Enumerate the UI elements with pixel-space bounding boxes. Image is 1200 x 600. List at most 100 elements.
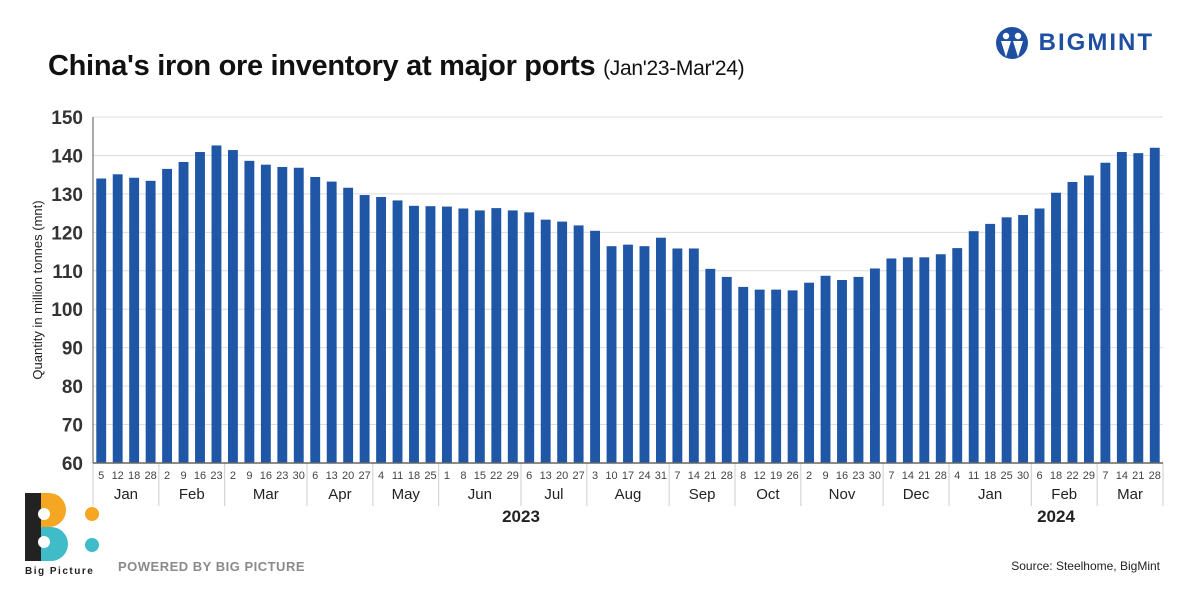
x-tick-label: 17	[622, 470, 634, 482]
bar	[557, 221, 568, 463]
x-tick-label: 12	[754, 470, 766, 482]
x-tick-label: 7	[674, 470, 680, 482]
x-tick-label: 6	[1036, 470, 1042, 482]
bar	[359, 195, 370, 463]
month-label: Mar	[253, 486, 279, 503]
x-tick-label: 30	[293, 470, 305, 482]
big-picture-logo-text: Big Picture	[25, 566, 95, 577]
y-tick-label: 100	[51, 300, 83, 321]
bar	[688, 248, 699, 463]
x-tick-label: 30	[1017, 470, 1029, 482]
bigmint-icon	[995, 27, 1028, 59]
bar	[935, 254, 946, 463]
x-tick-label: 1	[444, 470, 450, 482]
year-label: 2024	[1037, 507, 1075, 526]
month-label: Jun	[468, 486, 492, 503]
x-tick-label: 14	[688, 470, 700, 482]
x-tick-label: 18	[984, 470, 996, 482]
month-label: Feb	[179, 486, 205, 503]
bar	[902, 257, 913, 463]
x-tick-label: 25	[1000, 470, 1012, 482]
x-tick-label: 14	[1116, 470, 1128, 482]
bar	[771, 289, 782, 463]
y-tick-label: 110	[52, 262, 83, 283]
y-tick-label: 140	[51, 146, 83, 167]
x-tick-label: 28	[935, 470, 947, 482]
x-tick-label: 26	[786, 470, 798, 482]
x-tick-label: 9	[180, 470, 186, 482]
month-label: Jan	[978, 486, 1002, 503]
x-tick-label: 11	[392, 470, 403, 482]
x-tick-label: 4	[378, 470, 384, 482]
bigmint-logo: BIGMINT	[993, 26, 1154, 60]
bar	[968, 231, 979, 463]
x-tick-label: 22	[490, 470, 502, 482]
bar	[787, 290, 798, 463]
x-tick-label: 27	[572, 470, 584, 482]
bar	[952, 248, 963, 463]
bar	[310, 176, 321, 463]
x-tick-label: 2	[806, 470, 812, 482]
x-tick-label: 4	[954, 470, 960, 482]
bar	[655, 237, 666, 463]
bar	[277, 166, 288, 463]
month-label: Feb	[1051, 486, 1077, 503]
x-tick-label: 8	[740, 470, 746, 482]
bar	[1051, 192, 1061, 464]
brand-name: BIGMINT	[1038, 29, 1154, 56]
x-tick-label: 21	[1132, 470, 1144, 482]
x-tick-label: 6	[312, 470, 318, 482]
y-tick-label: 60	[62, 454, 83, 475]
x-tick-label: 23	[276, 470, 288, 482]
x-tick-label: 15	[474, 470, 486, 482]
x-tick-label: 2	[164, 470, 170, 482]
month-label: Oct	[756, 486, 780, 503]
bar	[738, 286, 749, 463]
x-tick-label: 22	[1066, 470, 1078, 482]
bar	[573, 225, 584, 463]
x-tick-label: 6	[526, 470, 532, 482]
x-tick-label: 13	[326, 470, 338, 482]
bar	[919, 257, 930, 463]
x-tick-label: 21	[704, 470, 716, 482]
powered-by: POWERED BY BIG PICTURE	[118, 559, 306, 574]
x-tick-label: 28	[721, 470, 733, 482]
bar	[326, 181, 337, 463]
bar	[886, 258, 897, 463]
bar	[721, 276, 732, 463]
bar	[211, 145, 222, 463]
source-note: Source: Steelhome, BigMint	[1011, 559, 1160, 573]
bar	[985, 223, 996, 463]
bar	[869, 268, 880, 463]
x-tick-label: 28	[144, 470, 156, 482]
x-tick-label: 16	[194, 470, 206, 482]
bar	[606, 246, 617, 463]
bar	[540, 219, 551, 463]
bar	[705, 268, 716, 463]
bar	[178, 161, 189, 464]
bar	[1133, 153, 1144, 464]
bar	[343, 187, 354, 463]
chart-title: China's iron ore inventory at major port…	[48, 50, 745, 83]
month-label: Sep	[689, 486, 716, 503]
bar	[672, 248, 683, 463]
bar	[491, 208, 502, 463]
month-label: Jul	[544, 486, 563, 503]
bar	[227, 150, 238, 463]
bar	[1001, 217, 1012, 463]
x-tick-label: 14	[902, 470, 914, 482]
x-tick-label: 30	[869, 470, 881, 482]
big-picture-logo	[22, 490, 112, 570]
x-tick-label: 25	[424, 470, 436, 482]
x-tick-label: 23	[852, 470, 864, 482]
x-tick-label: 28	[1149, 470, 1161, 482]
x-tick-label: 11	[968, 470, 979, 482]
x-tick-label: 12	[112, 470, 124, 482]
x-tick-label: 5	[98, 470, 104, 482]
x-tick-label: 9	[822, 470, 828, 482]
bar	[623, 244, 633, 463]
x-tick-label: 31	[655, 470, 667, 482]
x-tick-label: 29	[507, 470, 519, 482]
x-tick-label: 18	[408, 470, 420, 482]
